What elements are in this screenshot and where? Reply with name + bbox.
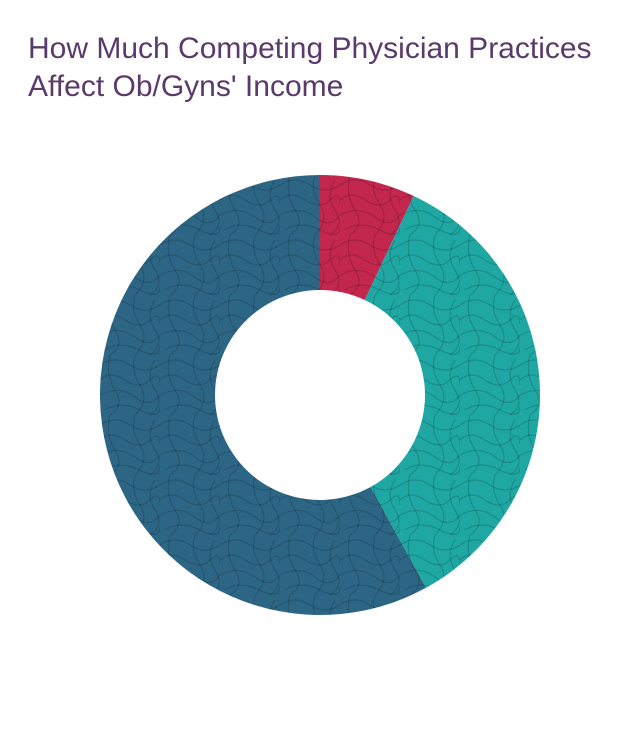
chart-container: How Much Competing Physician Practices A… [0, 0, 640, 737]
donut-svg [100, 175, 540, 615]
donut-chart [100, 175, 540, 620]
chart-title: How Much Competing Physician Practices A… [28, 30, 612, 105]
chart-area [28, 175, 612, 620]
